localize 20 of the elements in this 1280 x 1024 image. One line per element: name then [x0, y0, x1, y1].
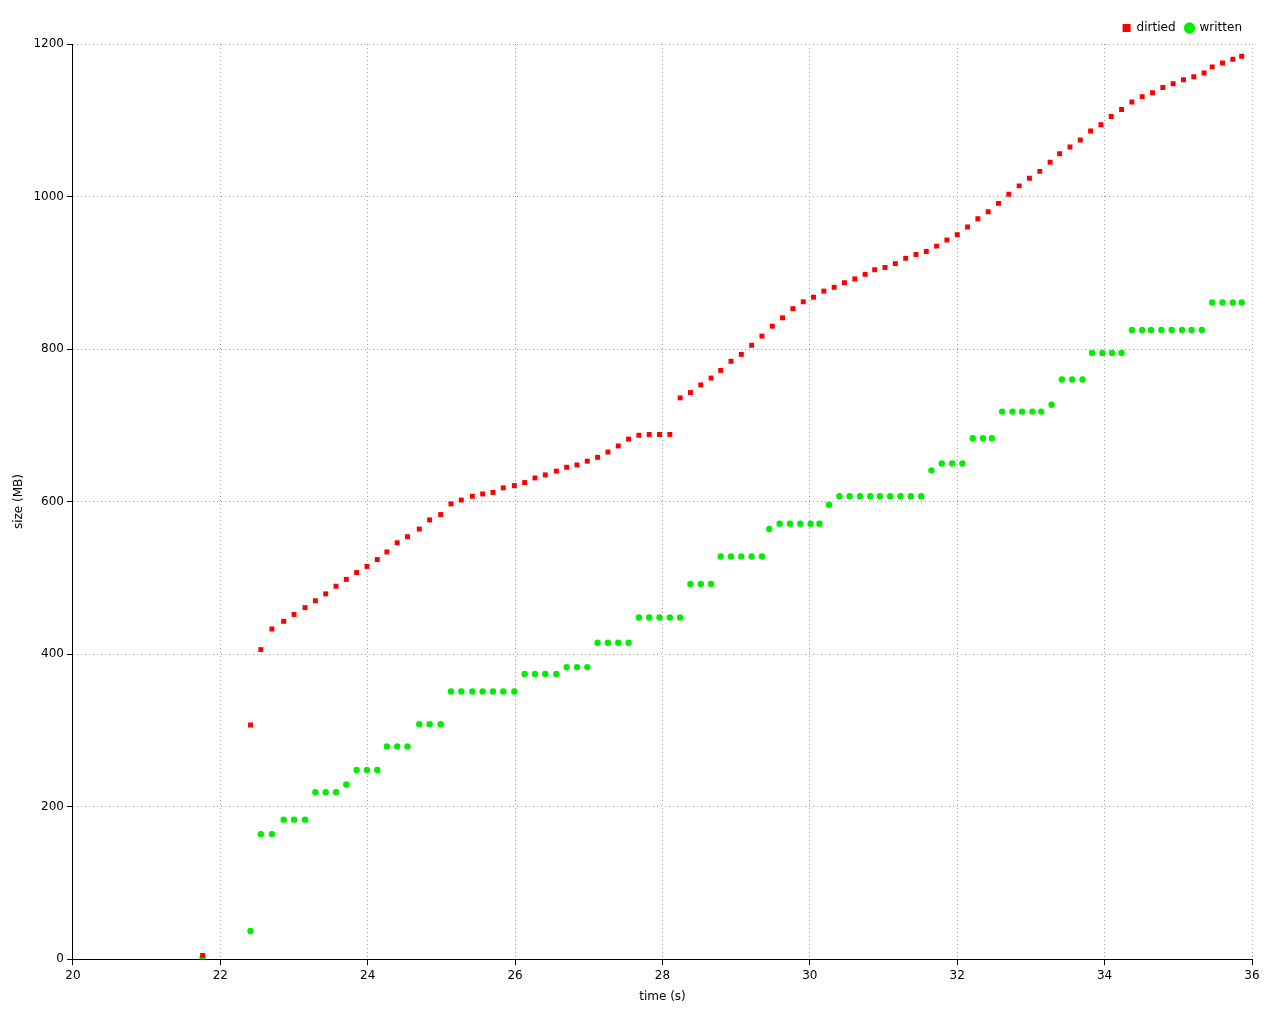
legend-label: written — [1199, 20, 1242, 35]
x-axis-title: time (s) — [639, 988, 686, 1003]
y-tick-label: 0 — [56, 951, 64, 966]
x-tick-label: 30 — [802, 967, 818, 982]
x-tick-label: 28 — [654, 967, 671, 982]
x-tick-label: 24 — [360, 967, 376, 982]
y-tick-label: 600 — [41, 493, 64, 508]
legend-label: dirtied — [1136, 20, 1176, 35]
x-tick-label: 26 — [507, 967, 523, 982]
y-axis-title: size (MB) — [11, 474, 26, 530]
y-tick-label: 200 — [41, 798, 64, 813]
y-tick-label: 1200 — [33, 36, 64, 51]
x-tick-label: 32 — [949, 967, 965, 982]
y-tick-label: 1000 — [33, 188, 64, 203]
x-tick-label: 34 — [1096, 967, 1113, 982]
x-tick-label: 22 — [212, 967, 228, 982]
x-tick-label: 20 — [65, 967, 81, 982]
y-tick-label: 800 — [41, 341, 64, 356]
y-tick-label: 400 — [41, 646, 64, 661]
x-tick-label: 36 — [1244, 967, 1260, 982]
